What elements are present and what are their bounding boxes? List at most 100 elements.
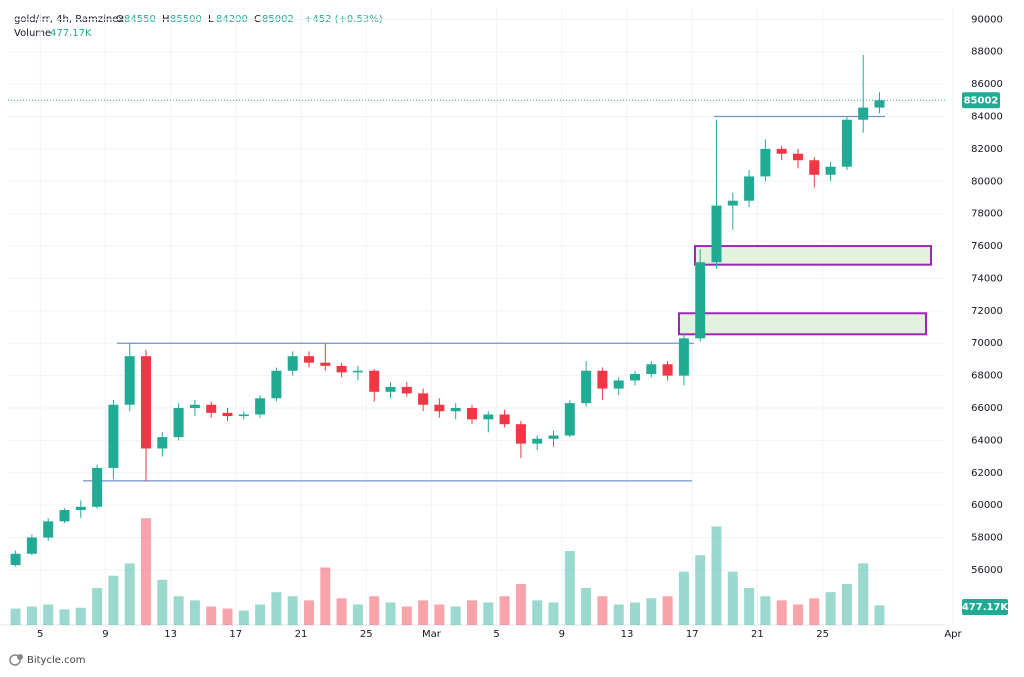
- volume-bar: [271, 592, 282, 625]
- candle-body: [678, 338, 689, 376]
- volume-bar: [744, 588, 755, 625]
- x-tick-label: 9: [559, 629, 565, 640]
- volume-bar: [450, 606, 461, 625]
- volume-bar: [874, 605, 885, 625]
- candle-body: [793, 153, 803, 161]
- volume-bar: [662, 596, 673, 625]
- y-tick-label: 64000: [971, 435, 1003, 446]
- volume-bar: [858, 563, 869, 625]
- candle-body: [401, 386, 412, 394]
- x-tick-label: 13: [621, 629, 634, 640]
- volume-bar: [336, 598, 347, 625]
- candle-body: [336, 365, 347, 373]
- x-tick-label: 21: [295, 629, 308, 640]
- candle-body: [613, 380, 624, 389]
- volume-bar: [499, 596, 510, 625]
- candle-body: [776, 148, 787, 154]
- candle-body: [646, 364, 657, 374]
- candle-body: [255, 398, 266, 415]
- volume-bar: [287, 596, 298, 625]
- volume-bar: [352, 604, 363, 625]
- candle-body: [434, 404, 445, 412]
- candle-body: [43, 521, 54, 538]
- volume-bar: [613, 604, 624, 625]
- x-tick-label: 5: [493, 629, 499, 640]
- volume-bar: [26, 606, 37, 625]
- price-tag: [962, 92, 1000, 109]
- candle-body: [352, 370, 363, 373]
- candle-body: [320, 362, 331, 366]
- y-tick-label: 58000: [971, 533, 1003, 544]
- volume-bar: [173, 596, 184, 625]
- y-tick-label: 72000: [971, 306, 1003, 317]
- x-tick-label: 25: [816, 629, 829, 640]
- y-tick-label: 74000: [971, 273, 1003, 284]
- x-tick-label: 5: [37, 629, 43, 640]
- candle-body: [809, 160, 820, 175]
- candle-body: [173, 407, 184, 438]
- candle-body: [467, 407, 477, 420]
- volume-bar: [809, 598, 820, 625]
- volume-bar: [793, 604, 803, 625]
- x-tick-label: Apr: [944, 629, 962, 640]
- volume-bar: [141, 518, 151, 625]
- candle-body: [760, 148, 771, 177]
- x-tick-label: 9: [102, 629, 108, 640]
- y-tick-label: 86000: [971, 79, 1003, 90]
- candle-body: [841, 119, 852, 167]
- candle-body: [124, 356, 135, 405]
- volume-tag: [962, 599, 1008, 615]
- volume-bar: [320, 567, 331, 625]
- volume-bar: [825, 592, 836, 625]
- y-tick-label: 78000: [971, 209, 1003, 220]
- volume-bar: [59, 609, 70, 625]
- candle-body: [59, 510, 70, 522]
- volume-value: 477.17K: [50, 28, 92, 39]
- candle-body: [597, 370, 608, 389]
- volume-bar: [548, 602, 559, 625]
- y-tick-label: 80000: [971, 176, 1003, 187]
- volume-bar: [75, 607, 86, 625]
- volume-bar: [727, 571, 738, 625]
- x-tick-label: Mar: [422, 629, 442, 640]
- volume-bar: [597, 596, 608, 625]
- volume-bar: [385, 602, 396, 625]
- volume-bar: [157, 579, 168, 625]
- x-tick-label: 25: [360, 629, 373, 640]
- volume-bar: [711, 526, 722, 625]
- volume-bar: [564, 551, 575, 625]
- volume-bar: [108, 575, 119, 625]
- candle-body: [141, 356, 151, 449]
- candle-body: [450, 407, 461, 412]
- candle-body: [189, 404, 200, 408]
- y-tick-label: 76000: [971, 241, 1003, 252]
- zone-box: [678, 312, 927, 336]
- volume-bar: [630, 602, 640, 625]
- candle-body: [548, 435, 559, 439]
- candle-body: [304, 356, 314, 363]
- candle-body: [238, 414, 249, 417]
- x-tick-label: 17: [229, 629, 242, 640]
- candle-body: [418, 393, 429, 405]
- candle-body: [271, 370, 282, 399]
- y-tick-label: 84000: [971, 112, 1003, 123]
- volume-bar: [760, 596, 771, 625]
- volume-bar: [189, 600, 200, 625]
- candle-body: [369, 370, 380, 392]
- y-tick-label: 66000: [971, 403, 1003, 414]
- volume-bar: [695, 555, 706, 625]
- volume-title: Volume: [14, 28, 51, 39]
- candle-body: [483, 414, 494, 420]
- candle-body: [858, 107, 869, 120]
- volume-bar: [43, 604, 54, 625]
- candle-body: [532, 438, 543, 444]
- volume-tag-label: 477.17K: [962, 602, 1010, 613]
- y-tick-label: 68000: [971, 371, 1003, 382]
- volume-bar: [238, 610, 249, 625]
- candle-body: [711, 205, 722, 263]
- candle-body: [222, 412, 233, 417]
- candle-body: [10, 553, 21, 566]
- x-tick-label: 21: [751, 629, 764, 640]
- volume-bar: [515, 583, 526, 625]
